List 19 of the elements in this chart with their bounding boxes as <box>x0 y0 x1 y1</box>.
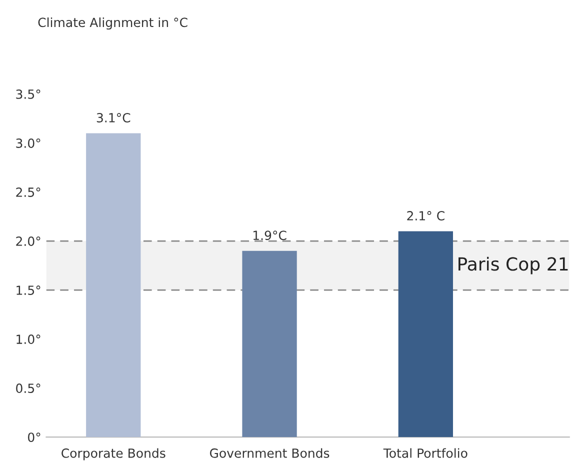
data-label: 3.1°C <box>96 113 130 122</box>
y-tick-label: 0.5° <box>16 384 40 394</box>
y-tick-label: 1.0° <box>16 334 40 344</box>
data-label: 2.1° C <box>407 211 444 220</box>
bar <box>398 231 453 438</box>
x-tick-label: Government Bonds <box>210 448 330 458</box>
y-tick-label: 0° <box>28 432 40 442</box>
bar <box>242 250 297 438</box>
y-tick-label: 2.0° <box>16 236 40 246</box>
y-tick-label: 2.5° <box>16 188 40 197</box>
y-tick-label: 3.0° <box>16 138 40 148</box>
band-label: Paris Cop 21 <box>458 256 568 274</box>
x-tick-label: Total Portfolio <box>383 448 468 458</box>
y-tick-label: 1.5° <box>16 286 40 295</box>
y-axis-title: Climate Alignment in °C <box>38 17 188 30</box>
bar <box>86 133 141 438</box>
data-label: 1.9°C <box>253 230 286 240</box>
y-tick-label: 3.5° <box>16 89 40 99</box>
x-tick-label: Corporate Bonds <box>62 448 166 460</box>
